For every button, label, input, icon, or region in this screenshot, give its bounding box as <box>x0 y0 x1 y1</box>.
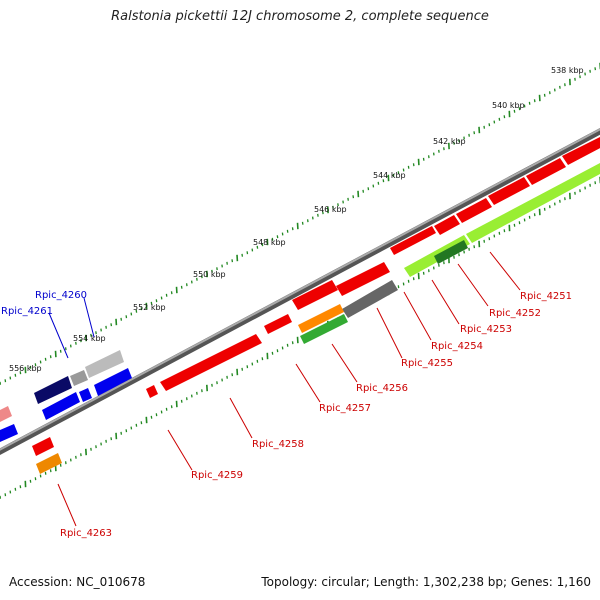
gene-label: Rpic_4253 <box>460 324 512 335</box>
gene-feature[interactable] <box>298 304 344 333</box>
gene-label: Rpic_4252 <box>489 308 541 319</box>
ruler-label: 548 kbp <box>253 238 286 247</box>
topology-summary: Topology: circular; Length: 1,302,238 bp… <box>261 575 591 589</box>
gene-feature[interactable] <box>0 424 18 442</box>
gene-label: Rpic_4263 <box>60 528 112 539</box>
gene-feature[interactable] <box>32 437 54 456</box>
gene-label-leaders-blue <box>48 297 95 359</box>
gene-feature[interactable] <box>336 262 390 296</box>
gene-label: Rpic_4260 <box>35 290 87 301</box>
gene-label: Rpic_4255 <box>401 358 453 369</box>
ruler-label: 546 kbp <box>314 205 347 214</box>
gene-feature[interactable] <box>456 198 492 223</box>
accession-text: Accession: NC_010678 <box>9 575 146 589</box>
gene-feature[interactable] <box>342 280 398 318</box>
gene-label: Rpic_4254 <box>431 341 483 352</box>
ruler-label: 542 kbp <box>433 137 466 146</box>
ruler-ticks-outer <box>0 62 600 385</box>
gene-label: Rpic_4258 <box>252 439 304 450</box>
gene-label: Rpic_4251 <box>520 291 572 302</box>
gene-label: Rpic_4257 <box>319 403 371 414</box>
gene-label-leaders <box>57 251 521 527</box>
gene-feature[interactable] <box>79 388 92 402</box>
gene-feature[interactable] <box>562 136 600 165</box>
gene-label: Rpic_4261 <box>1 306 53 317</box>
gene-label: Rpic_4259 <box>191 470 243 481</box>
ruler-label: 556 kbp <box>9 364 42 373</box>
gene-label: Rpic_4256 <box>356 383 408 394</box>
ruler-label: 554 kbp <box>73 334 106 343</box>
map-title: Ralstonia pickettii 12J chromosome 2, co… <box>111 9 489 24</box>
reverse-strand-features <box>0 163 600 474</box>
gene-feature[interactable] <box>292 280 338 310</box>
gene-labels: Rpic_4251 Rpic_4252 Rpic_4253 Rpic_4254 … <box>1 290 572 539</box>
gene-feature[interactable] <box>70 370 88 386</box>
ruler-label: 550 kbp <box>193 270 226 279</box>
gene-feature[interactable] <box>300 314 348 344</box>
gene-feature[interactable] <box>34 376 72 404</box>
gene-feature[interactable] <box>466 163 600 243</box>
ruler-label: 544 kbp <box>373 171 406 180</box>
gene-feature[interactable] <box>0 406 12 422</box>
gene-feature[interactable] <box>160 334 262 391</box>
ruler-label: 552 kbp <box>133 303 166 312</box>
chromosome-backbone <box>0 127 600 456</box>
gene-feature[interactable] <box>94 368 132 396</box>
gene-feature[interactable] <box>488 177 530 205</box>
gene-feature[interactable] <box>526 158 566 185</box>
gene-feature[interactable] <box>36 453 62 474</box>
ruler-label: 538 kbp <box>551 66 584 75</box>
gene-feature[interactable] <box>85 350 124 378</box>
ruler-label: 540 kbp <box>492 101 525 110</box>
gene-feature[interactable] <box>42 392 80 420</box>
gene-feature[interactable] <box>146 385 158 398</box>
gene-feature[interactable] <box>264 314 292 334</box>
ruler-labels: 538 kbp 540 kbp 542 kbp 544 kbp 546 kbp … <box>9 66 584 373</box>
forward-strand-features <box>0 136 600 422</box>
gene-feature[interactable] <box>434 240 468 264</box>
gene-feature[interactable] <box>390 226 436 255</box>
gene-feature[interactable] <box>434 215 460 235</box>
